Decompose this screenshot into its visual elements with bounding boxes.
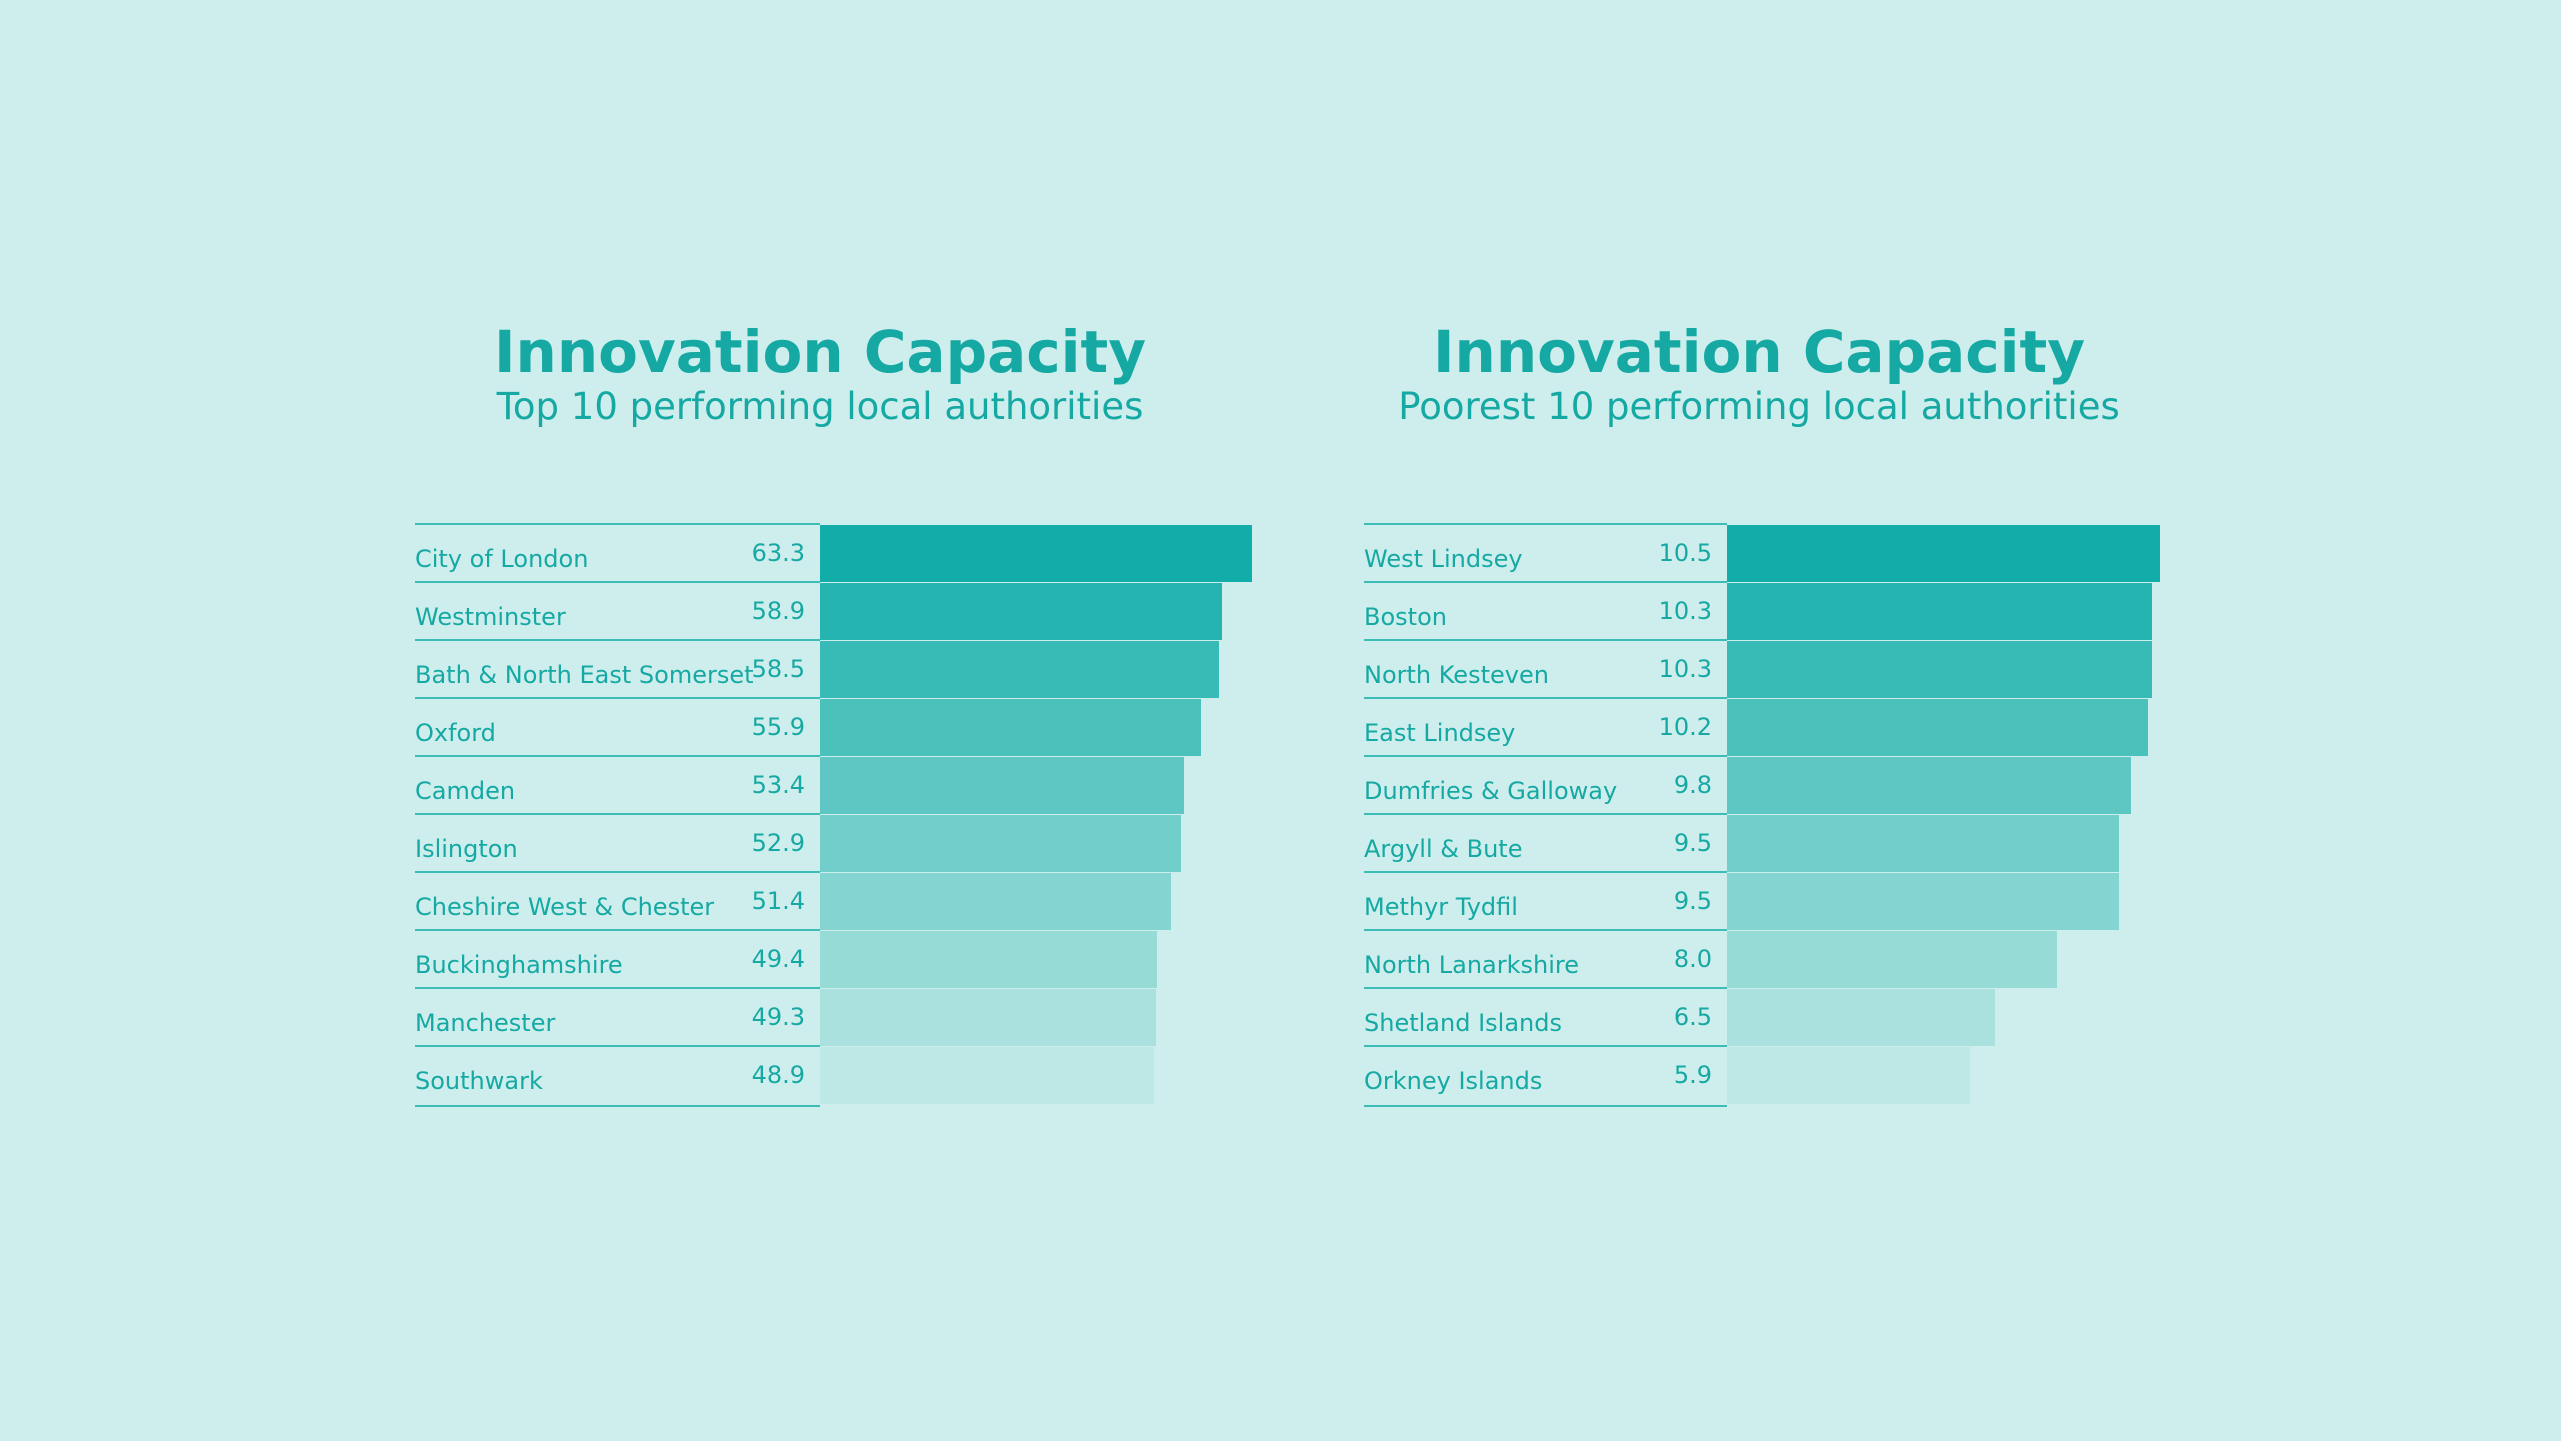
value-label: 10.5: [1658, 539, 1712, 567]
value-label: 58.9: [751, 597, 805, 625]
bar: [820, 815, 1182, 872]
category-label: East Lindsey: [1364, 719, 1516, 747]
category-label: North Lanarkshire: [1364, 951, 1580, 979]
bar: [820, 525, 1252, 582]
category-label: Orkney Islands: [1364, 1067, 1543, 1095]
bar: [820, 873, 1171, 930]
bar-row: Buckinghamshire 49.4: [415, 929, 1158, 989]
bar-row: East Lindsey 10.2: [1364, 697, 2148, 757]
bar-row: Dumfries & Galloway 9.8: [1364, 755, 2132, 815]
category-label: Islington: [415, 835, 518, 863]
bar: [820, 989, 1157, 1046]
category-label: Bath & North East Somerset: [415, 661, 754, 689]
value-label: 63.3: [751, 539, 805, 567]
bar-row: Cheshire West & Chester 51.4: [415, 871, 1171, 931]
category-label: Southwark: [415, 1067, 543, 1095]
value-label: 5.9: [1673, 1061, 1712, 1089]
bar: [1727, 1047, 1971, 1104]
bar-row: Oxford 55.9: [415, 697, 1202, 757]
value-label: 49.3: [751, 1003, 805, 1031]
chart-title: Innovation Capacity: [1432, 318, 2086, 386]
bar: [820, 641, 1220, 698]
category-label: Argyll & Bute: [1364, 835, 1523, 863]
bar-row: Camden 53.4: [415, 755, 1185, 815]
category-label: Oxford: [415, 719, 496, 747]
bar: [1727, 815, 2119, 872]
category-label: Cheshire West & Chester: [415, 893, 715, 921]
bar: [820, 583, 1222, 640]
chart-title: Innovation Capacity: [493, 318, 1147, 386]
bar: [1727, 989, 1996, 1046]
value-label: 48.9: [751, 1061, 805, 1089]
bar-row: Manchester 49.3: [415, 987, 1157, 1047]
bar-row: Islington 52.9: [415, 813, 1182, 873]
value-label: 58.5: [751, 655, 805, 683]
chart-subtitle: Poorest 10 performing local authorities: [1398, 385, 2120, 428]
chart-subtitle: Top 10 performing local authorities: [496, 385, 1144, 428]
bar-row: Orkney Islands 5.9: [1364, 1045, 1971, 1107]
category-label: City of London: [415, 545, 589, 573]
bar-row: Boston 10.3: [1364, 581, 2152, 641]
bar-row: Bath & North East Somerset 58.5: [415, 639, 1220, 699]
bar-row: Southwark 48.9: [415, 1045, 1154, 1107]
category-label: Westminster: [415, 603, 566, 631]
bar-row: City of London 63.3: [415, 523, 1252, 583]
bar: [1727, 931, 2057, 988]
bar: [1727, 583, 2152, 640]
value-label: 51.4: [751, 887, 805, 915]
bar-row: Argyll & Bute 9.5: [1364, 813, 2119, 873]
value-label: 49.4: [751, 945, 805, 973]
bar-row: Westminster 58.9: [415, 581, 1222, 641]
bar: [1727, 699, 2148, 756]
value-label: 52.9: [751, 829, 805, 857]
bar-row: West Lindsey 10.5: [1364, 523, 2160, 583]
category-label: North Kesteven: [1364, 661, 1549, 689]
value-label: 9.5: [1673, 887, 1712, 915]
bar: [820, 757, 1185, 814]
value-label: 9.5: [1673, 829, 1712, 857]
category-label: West Lindsey: [1364, 545, 1523, 573]
bar: [1727, 873, 2119, 930]
category-label: Manchester: [415, 1009, 556, 1037]
value-label: 8.0: [1673, 945, 1712, 973]
category-label: Boston: [1364, 603, 1447, 631]
bar: [820, 1047, 1154, 1104]
category-label: Dumfries & Galloway: [1364, 777, 1618, 805]
value-label: 6.5: [1673, 1003, 1712, 1031]
bar: [820, 931, 1158, 988]
category-label: Buckinghamshire: [415, 951, 623, 979]
category-label: Shetland Islands: [1364, 1009, 1562, 1037]
bar-row: North Lanarkshire 8.0: [1364, 929, 2057, 989]
value-label: 10.3: [1658, 655, 1712, 683]
bar: [820, 699, 1202, 756]
bar-row: Methyr Tydfil 9.5: [1364, 871, 2119, 931]
bar-row: North Kesteven 10.3: [1364, 639, 2152, 699]
bar: [1727, 641, 2152, 698]
bar: [1727, 525, 2160, 582]
value-label: 9.8: [1673, 771, 1712, 799]
value-label: 10.3: [1658, 597, 1712, 625]
bar: [1727, 757, 2132, 814]
value-label: 55.9: [751, 713, 805, 741]
value-label: 53.4: [751, 771, 805, 799]
category-label: Methyr Tydfil: [1364, 893, 1518, 921]
value-label: 10.2: [1658, 713, 1712, 741]
bar-row: Shetland Islands 6.5: [1364, 987, 1996, 1047]
category-label: Camden: [415, 777, 516, 805]
